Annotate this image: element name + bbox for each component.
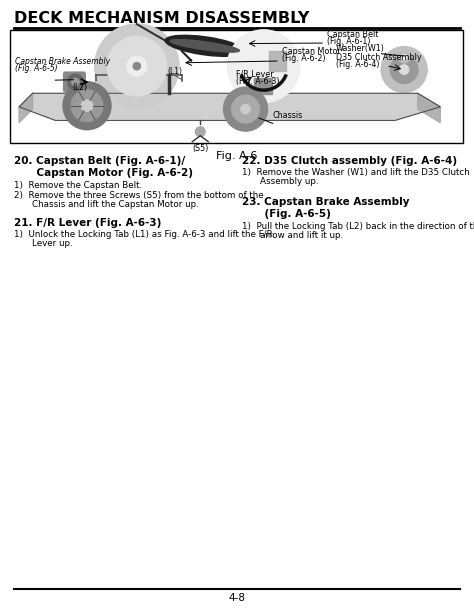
Text: Capstan Belt: Capstan Belt	[327, 30, 378, 39]
Circle shape	[81, 100, 93, 112]
Circle shape	[224, 87, 267, 131]
Text: DECK MECHANISM DISASSEMBLY: DECK MECHANISM DISASSEMBLY	[14, 11, 310, 26]
Circle shape	[381, 46, 427, 92]
Circle shape	[127, 56, 147, 76]
Text: (Fig. A-6-1): (Fig. A-6-1)	[327, 37, 371, 46]
Text: 22. D35 Clutch assembly (Fig. A-6-4): 22. D35 Clutch assembly (Fig. A-6-4)	[242, 156, 457, 166]
Text: 1)  Remove the Capstan Belt.: 1) Remove the Capstan Belt.	[14, 181, 142, 190]
Ellipse shape	[170, 40, 239, 52]
Text: (Fig. A-6-3): (Fig. A-6-3)	[237, 76, 280, 86]
Circle shape	[72, 78, 80, 86]
Circle shape	[398, 51, 410, 63]
Circle shape	[67, 74, 83, 90]
Polygon shape	[418, 93, 440, 123]
Text: Capstan Motor (Fig. A-6-2): Capstan Motor (Fig. A-6-2)	[22, 168, 193, 178]
Text: Assembly up.: Assembly up.	[249, 177, 319, 186]
Text: (Fig. A-6-5): (Fig. A-6-5)	[250, 209, 331, 219]
Circle shape	[95, 24, 179, 108]
Text: 4-8: 4-8	[228, 593, 246, 603]
Text: (L2): (L2)	[73, 83, 87, 92]
Text: 2)  Remove the three Screws (S5) from the bottom of the: 2) Remove the three Screws (S5) from the…	[14, 191, 264, 200]
Text: 23. Capstan Brake Assembly: 23. Capstan Brake Assembly	[242, 197, 410, 207]
Text: Lever up.: Lever up.	[21, 239, 73, 248]
FancyBboxPatch shape	[64, 72, 85, 92]
FancyBboxPatch shape	[10, 30, 463, 143]
Ellipse shape	[165, 35, 245, 56]
Circle shape	[241, 104, 251, 114]
Text: Chassis and lift the Capstan Motor up.: Chassis and lift the Capstan Motor up.	[21, 200, 199, 209]
Text: (Fig. A-6-2): (Fig. A-6-2)	[282, 54, 326, 63]
Text: 1)  Pull the Locking Tab (L2) back in the direction of the: 1) Pull the Locking Tab (L2) back in the…	[242, 222, 474, 231]
Text: D35 Clutch Assembly: D35 Clutch Assembly	[336, 53, 422, 62]
Text: Capstan Brake Assembly: Capstan Brake Assembly	[15, 57, 109, 66]
Circle shape	[390, 56, 418, 84]
Circle shape	[399, 65, 409, 75]
Circle shape	[195, 126, 205, 137]
Text: Fig. A-6: Fig. A-6	[216, 151, 257, 161]
Text: (Fig. A-6-5): (Fig. A-6-5)	[15, 64, 57, 73]
Text: 21. F/R Lever (Fig. A-6-3): 21. F/R Lever (Fig. A-6-3)	[14, 218, 161, 228]
Circle shape	[71, 90, 103, 122]
Polygon shape	[19, 93, 440, 120]
Text: Washer(W1): Washer(W1)	[336, 43, 385, 53]
Text: arrow and lift it up.: arrow and lift it up.	[249, 231, 343, 240]
Circle shape	[228, 30, 300, 102]
Circle shape	[107, 36, 167, 96]
Text: Chassis: Chassis	[273, 111, 303, 120]
Text: (S5): (S5)	[192, 144, 209, 153]
Circle shape	[133, 62, 141, 70]
Text: 1)  Remove the Washer (W1) and lift the D35 Clutch: 1) Remove the Washer (W1) and lift the D…	[242, 168, 470, 177]
Polygon shape	[19, 93, 33, 123]
Circle shape	[63, 82, 111, 130]
Text: Capstan Motor: Capstan Motor	[282, 47, 341, 56]
Text: 1)  Unlock the Locking Tab (L1) as Fig. A-6-3 and lift the F/R: 1) Unlock the Locking Tab (L1) as Fig. A…	[14, 230, 273, 239]
Circle shape	[232, 95, 260, 123]
Polygon shape	[269, 51, 286, 71]
Polygon shape	[254, 78, 272, 94]
Text: F/R Lever: F/R Lever	[237, 70, 274, 79]
Text: 20. Capstan Belt (Fig. A-6-1)/: 20. Capstan Belt (Fig. A-6-1)/	[14, 156, 185, 166]
Text: (L1): (L1)	[168, 67, 183, 76]
Text: (Fig. A-6-4): (Fig. A-6-4)	[336, 60, 380, 68]
Circle shape	[401, 54, 407, 60]
